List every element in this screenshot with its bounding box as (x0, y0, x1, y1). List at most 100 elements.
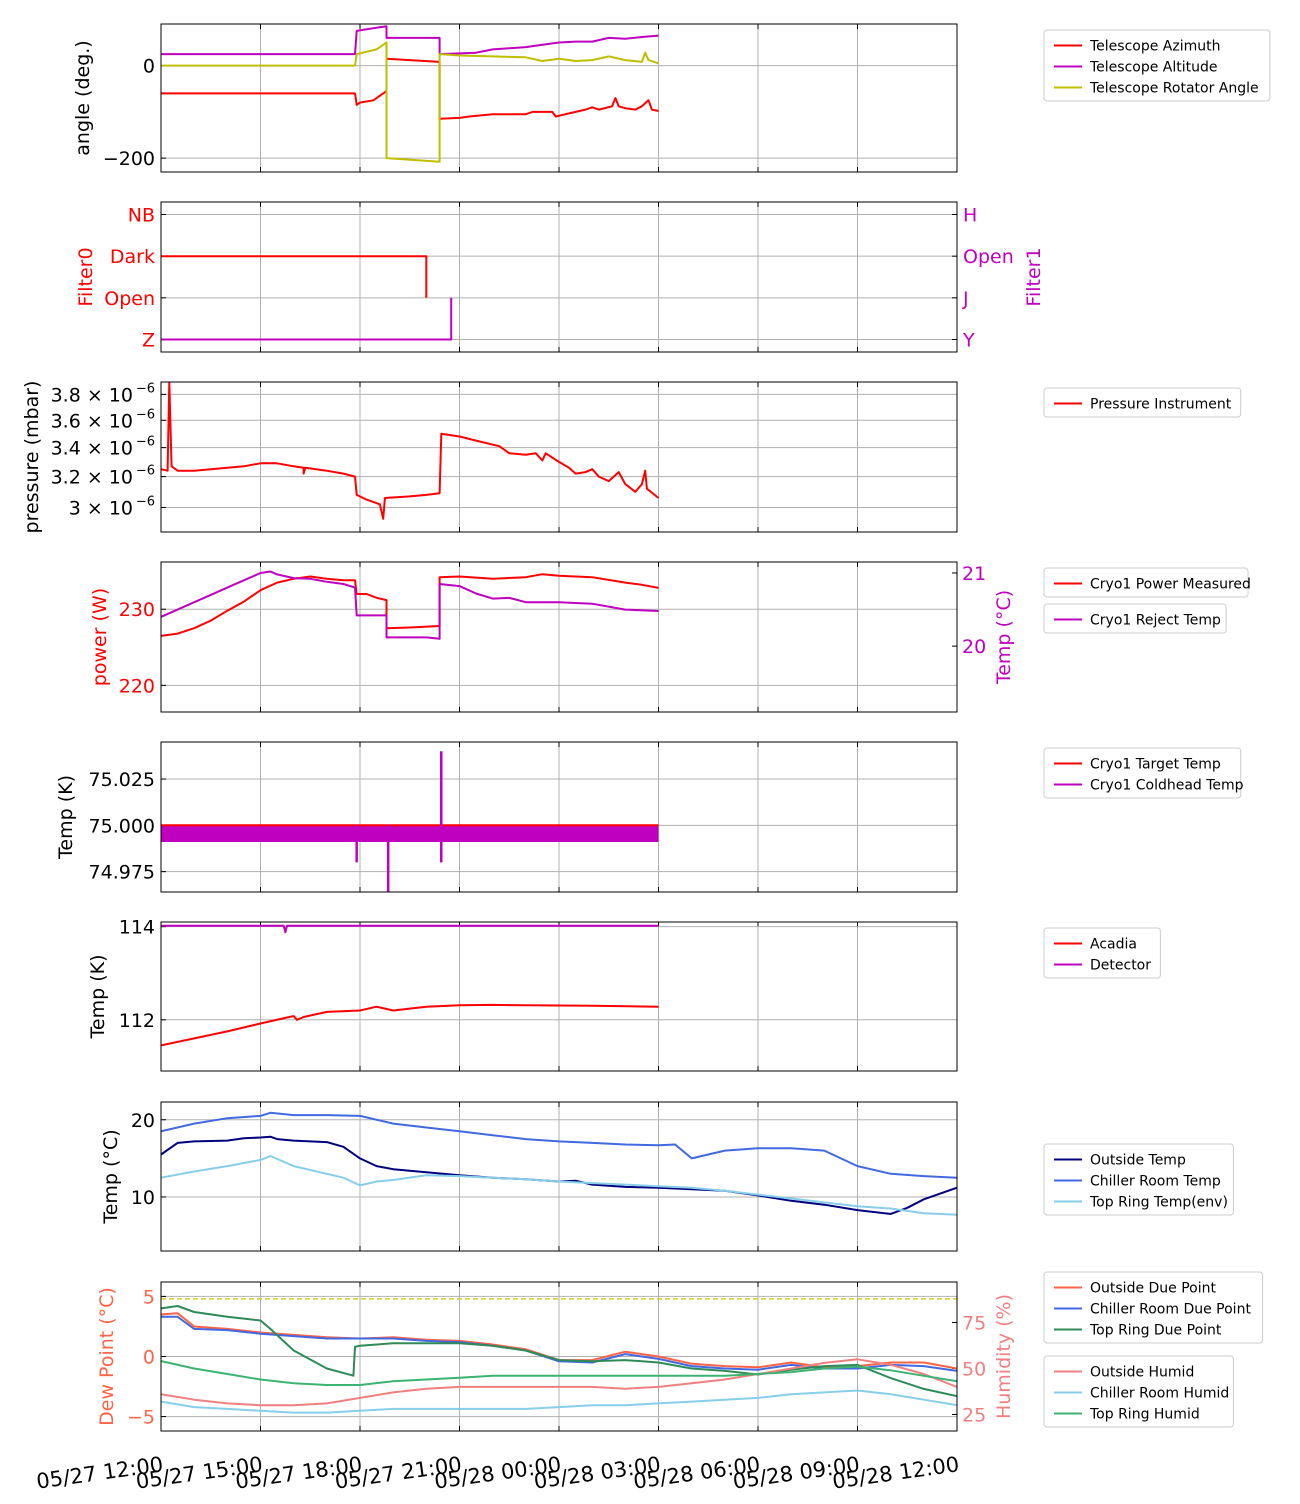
legend-label: Cryo1 Reject Temp (1090, 613, 1221, 629)
y-tick-label: 10 (131, 1187, 155, 1209)
y-tick-label: 0 (143, 56, 155, 78)
axes-frame (160, 741, 958, 893)
legend-label: Top Ring Humid (1089, 1407, 1200, 1423)
legend-label: Detector (1090, 958, 1151, 974)
legend-label: Telescope Azimuth (1089, 39, 1220, 55)
panel-4: 220 230 20 21 power (W) Temp (°C) Cryo1 Power … (89, 561, 1251, 713)
y-axis-label: Dew Point (°C) (96, 1287, 118, 1426)
y-tick-exponent: −6 (136, 464, 155, 479)
series-line-3 (161, 41, 659, 163)
y-tick-label: 220 (119, 675, 155, 697)
y-tick-label: −5 (127, 1407, 155, 1429)
y-axis-label: Temp (K) (55, 775, 77, 860)
legend-box-0 (1043, 29, 1271, 102)
plot-area (161, 570, 659, 640)
plot-area (161, 1111, 957, 1216)
y-axis-label-right: Filter1 (1023, 247, 1045, 306)
y-tick-label: 3.4 × 10 (51, 438, 133, 460)
plot-area (161, 382, 660, 520)
plot-area (161, 751, 659, 892)
series-line-3 (161, 1155, 957, 1216)
y-axis-label: Temp (°C) (100, 1129, 122, 1224)
y-tick-label: 3.6 × 10 (51, 410, 133, 432)
series-line-1 (161, 57, 659, 120)
legend-box-3a (1043, 567, 1249, 598)
plot-area (161, 1298, 957, 1414)
y-tick-exponent: −6 (136, 494, 155, 509)
y-tick-label: 3 × 10 (69, 497, 133, 519)
y-tick-label: NB (128, 205, 155, 227)
y-tick-label-right: H (963, 205, 977, 227)
legend-label: Top Ring Due Point (1089, 1323, 1222, 1339)
series-line-1 (161, 1312, 957, 1370)
y-tick-label-right: Y (962, 330, 975, 352)
series-line-2 (161, 1315, 957, 1372)
series-line-2 (161, 25, 659, 56)
y-tick-label: 114 (119, 917, 155, 939)
y-tick-label: Open (104, 288, 155, 310)
y-tick-label-right: 25 (962, 1404, 986, 1426)
series-line-1 (161, 1003, 659, 1047)
y-tick-label: Z (142, 330, 155, 352)
series-line-2 (161, 570, 659, 640)
plot-area (161, 25, 659, 163)
legend-box-7b (1043, 1355, 1234, 1428)
legend-label: Chiller Room Temp (1090, 1174, 1221, 1190)
axes-frame (160, 921, 958, 1072)
series-line-6 (161, 1360, 957, 1386)
legend-box-6 (1043, 1143, 1234, 1216)
y-tick-label: 75.025 (89, 769, 155, 791)
legend-label: Outside Humid (1090, 1365, 1194, 1381)
axes-frame (160, 561, 958, 713)
y-axis-label: Temp (K) (87, 955, 109, 1040)
legend-label: Telescope Altitude (1089, 60, 1218, 76)
panel-2: Z Open Dark NB YJ Open H Filter0 Filter1 (75, 201, 1045, 353)
series-line-5 (161, 1389, 957, 1414)
axes-frame (160, 381, 958, 533)
y-tick-label: 20 (131, 1110, 155, 1132)
panel-5: 74.975 75.000 75.025 Temp (K) Cryo1 Target T… (55, 741, 1244, 893)
legend-box-2 (1043, 387, 1242, 418)
axes-frame (160, 201, 958, 353)
legend-label: Outside Temp (1090, 1153, 1186, 1169)
y-tick-label: 230 (119, 599, 155, 621)
y-axis-label-right: Temp (°C) (993, 590, 1015, 685)
series-line-1 (161, 382, 660, 520)
series-line-1 (161, 1135, 957, 1215)
y-tick-label: 0 (143, 1347, 155, 1369)
legend-label: Outside Due Point (1090, 1281, 1217, 1297)
legend-label: Cryo1 Power Measured (1090, 577, 1251, 593)
panel-1: 0 −200 angle (deg.) Telescope Azimuth Telesc… (72, 23, 1271, 173)
series-line-3 (161, 1305, 957, 1398)
y-tick-label: 75.000 (89, 815, 155, 837)
legend-box-3b (1043, 603, 1227, 634)
panel-8: −5 0 5 25 50 75 Dew Point (°C) Humidity (%) Outs… (35, 1271, 1264, 1494)
y-tick-label: Dark (110, 246, 155, 268)
legend-label: Pressure Instrument (1090, 397, 1232, 413)
y-tick-exponent: −6 (136, 407, 155, 422)
panel-6: 112 114 Temp (K) Acadia Detector (87, 917, 1161, 1072)
axes-frame (160, 1281, 958, 1432)
legend-label: Acadia (1090, 937, 1137, 953)
legend-label: Top Ring Temp(env) (1089, 1195, 1228, 1211)
y-tick-label: 5 (143, 1286, 155, 1308)
series-line-2 (161, 924, 659, 934)
y-tick-exponent: −6 (136, 381, 155, 396)
y-axis-label: angle (deg.) (72, 40, 94, 155)
plot-area (161, 924, 659, 1047)
y-tick-label-right: J (962, 288, 969, 310)
legend-box-4 (1043, 747, 1242, 799)
legend-label: Chiller Room Due Point (1090, 1302, 1251, 1318)
legend-label: Cryo1 Target Temp (1090, 757, 1221, 773)
series-line-2 (161, 1111, 957, 1179)
y-axis-label: pressure (mbar) (21, 381, 43, 534)
legend-box-7a (1043, 1271, 1264, 1344)
y-axis-label: power (W) (89, 588, 111, 686)
legend-label: Cryo1 Coldhead Temp (1090, 778, 1244, 794)
y-tick-label-right: 21 (962, 563, 986, 585)
series-line-2 (161, 297, 453, 341)
y-tick-label: 3.8 × 10 (51, 384, 133, 406)
y-tick-exponent: −6 (136, 435, 155, 450)
y-tick-label: 112 (119, 1010, 155, 1032)
